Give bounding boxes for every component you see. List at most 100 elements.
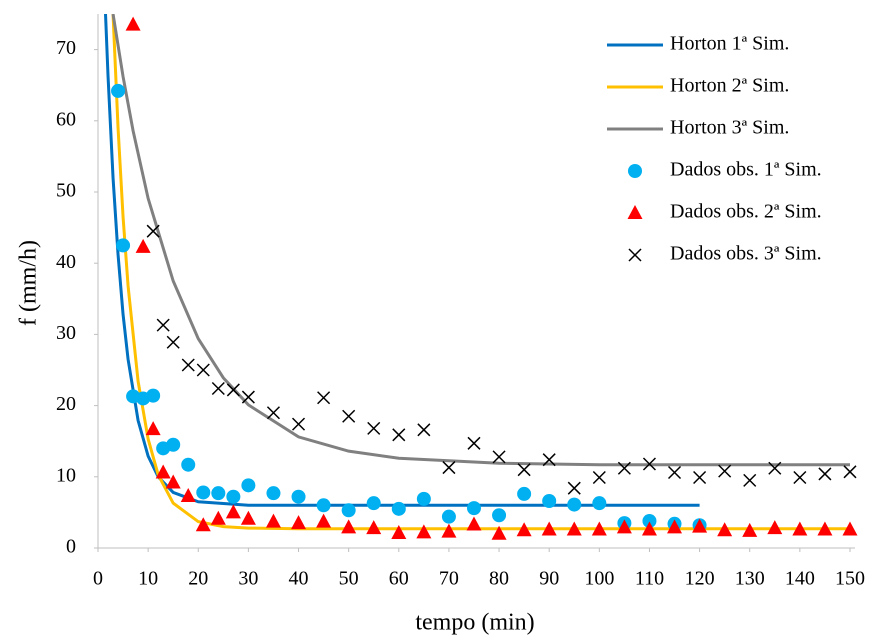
data-point [265,513,281,528]
data-point [667,519,683,534]
data-point [742,522,758,537]
data-point [316,498,331,513]
data-point [416,524,432,539]
x-tick-label: 0 [93,568,103,590]
data-point [617,461,631,475]
data-point [180,488,196,503]
data-point [366,520,382,535]
data-point [767,520,783,535]
data-point [145,421,161,436]
data-point [111,83,126,98]
data-point [467,436,481,450]
data-point [817,521,833,536]
x-tick-label: 130 [735,568,765,590]
data-point [225,504,241,519]
data-point [417,423,431,437]
x-tick-label: 80 [489,568,509,590]
legend-label: Dados obs. 3ª Sim. [670,243,822,265]
data-point [541,521,557,536]
data-point [792,521,808,536]
data-point [211,486,226,501]
x-tick-label: 140 [785,568,815,590]
data-point [641,521,657,536]
data-point [392,428,406,442]
data-point [718,464,732,478]
data-point [542,453,556,467]
legend-label: Horton 2ª Sim. [670,75,789,97]
data-point [135,238,151,253]
data-point [842,521,858,536]
horton-curve [104,14,700,507]
data-point [196,485,211,500]
data-point [291,417,306,431]
data-point [341,503,356,518]
x-tick-label: 120 [685,568,715,590]
y-tick-label: 60 [56,108,76,130]
data-point [342,409,356,423]
legend-label: Horton 3ª Sim. [670,117,789,139]
data-point [291,515,307,530]
legend-box [597,24,855,276]
y-tick-label: 10 [56,464,76,486]
y-tick-label: 40 [56,251,76,273]
data-point [441,509,456,524]
data-point [391,525,407,540]
data-point [591,521,607,536]
data-point [366,496,381,511]
data-point [195,517,211,532]
data-point [567,481,581,495]
x-tick-label: 10 [138,568,158,590]
x-tick-label: 60 [389,568,409,590]
data-point [692,518,708,533]
legend-swatch [628,164,642,178]
data-point [567,497,582,512]
data-point [793,470,807,485]
data-point [517,463,531,477]
x-tick-label: 100 [584,568,614,590]
data-point [491,525,507,540]
y-tick-label: 30 [56,322,76,344]
data-point [492,450,506,464]
legend-swatch [627,205,643,219]
data-point [818,467,832,481]
x-tick-label: 70 [439,568,459,590]
x-tick-label: 30 [238,568,258,590]
legend-label: Dados obs. 2ª Sim. [670,201,822,223]
y-tick-label: 0 [66,536,76,558]
data-point [367,421,381,435]
legend-swatch [628,248,642,262]
data-point [592,496,607,511]
data-point [642,457,656,471]
data-point [146,388,161,403]
data-point [768,461,782,475]
legend-label: Horton 1ª Sim. [670,33,789,55]
x-tick-label: 50 [339,568,359,590]
data-point [226,383,240,397]
data-point [266,486,281,501]
data-point [146,224,160,238]
data-point [196,363,210,377]
y-axis-title: f (mm/h) [16,240,42,326]
data-point [391,501,406,516]
x-axis-title: tempo (min) [415,610,534,636]
data-point [241,478,256,493]
x-tick-label: 150 [835,568,865,590]
data-point [266,406,280,420]
data-point [316,513,332,528]
data-point [667,465,682,480]
data-point [211,381,225,396]
data-point [592,470,606,485]
data-point [542,494,557,509]
data-point [843,465,857,479]
data-point [441,523,457,538]
data-point [616,519,632,534]
data-point [165,474,181,489]
data-point [466,501,481,516]
x-tick-label: 20 [188,568,208,590]
legend-label: Dados obs. 1ª Sim. [670,159,822,181]
horton-curve [111,14,850,467]
y-tick-label: 20 [56,393,76,415]
data-point [466,516,482,531]
data-point [181,457,196,472]
